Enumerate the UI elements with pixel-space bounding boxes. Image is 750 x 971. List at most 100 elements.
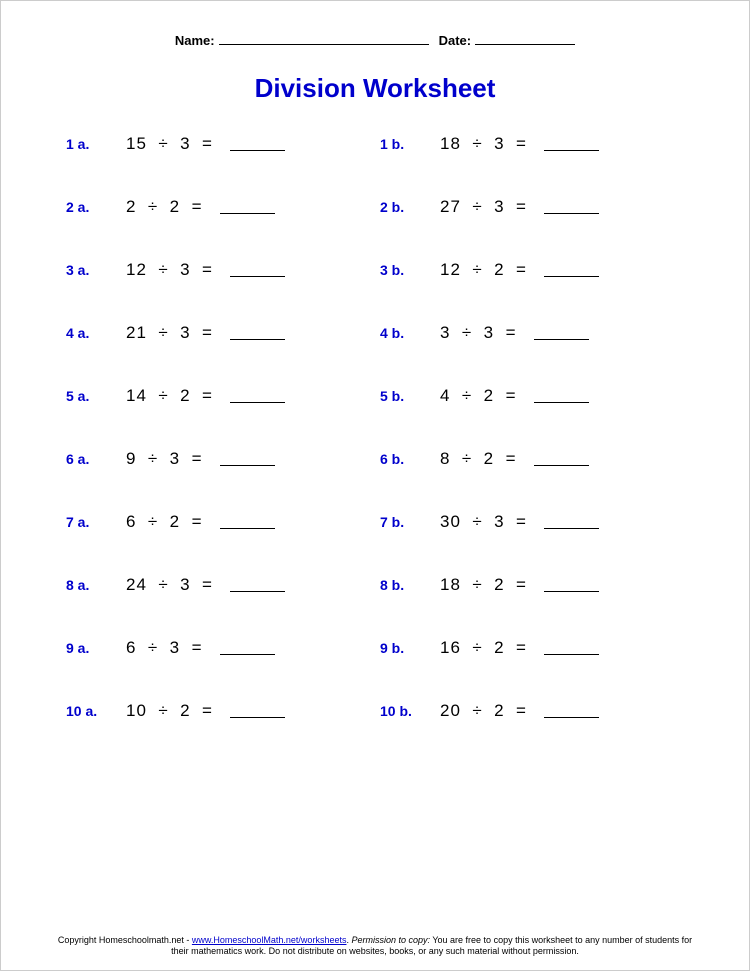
problem-expression: 4 ÷ 2 = [430,386,589,406]
answer-blank[interactable] [534,454,589,466]
problem-expression: 10 ÷ 2 = [116,701,285,721]
answer-blank[interactable] [230,139,285,151]
page-title: Division Worksheet [51,73,699,104]
answer-blank[interactable] [230,265,285,277]
problem-expression: 27 ÷ 3 = [430,197,599,217]
problem-col-a: 2 a.2 ÷ 2 = [61,197,375,217]
problem-col-b: 1 b.18 ÷ 3 = [375,134,689,154]
problem-col-b: 10 b.20 ÷ 2 = [375,701,689,721]
problem-col-b: 4 b.3 ÷ 3 = [375,323,689,343]
problem-label: 9 b. [375,640,430,656]
problem-expression: 15 ÷ 3 = [116,134,285,154]
date-field: Date: [439,31,576,48]
problem-expression: 14 ÷ 2 = [116,386,285,406]
answer-blank[interactable] [544,265,599,277]
footer-text1: Copyright Homeschoolmath.net - [58,935,192,945]
problem-expression: 12 ÷ 3 = [116,260,285,280]
problem-expression: 21 ÷ 3 = [116,323,285,343]
problem-col-a: 10 a.10 ÷ 2 = [61,701,375,721]
footer-italic: Permission to copy: [351,935,430,945]
problem-col-a: 7 a.6 ÷ 2 = [61,512,375,532]
problem-label: 7 b. [375,514,430,530]
problem-row: 4 a.21 ÷ 3 = 4 b.3 ÷ 3 = [61,323,689,343]
problem-label: 5 b. [375,388,430,404]
title-text: Division Worksheet [255,73,496,103]
header: Name: Date: [51,31,699,48]
problem-expression: 3 ÷ 3 = [430,323,589,343]
problem-expression: 20 ÷ 2 = [430,701,599,721]
footer-link[interactable]: www.HomeschoolMath.net/worksheets [192,935,347,945]
problem-row: 8 a.24 ÷ 3 = 8 b.18 ÷ 2 = [61,575,689,595]
answer-blank[interactable] [534,391,589,403]
answer-blank[interactable] [534,328,589,340]
problem-label: 8 b. [375,577,430,593]
name-blank[interactable] [219,31,429,45]
footer: Copyright Homeschoolmath.net - www.Homes… [51,935,699,958]
problem-row: 9 a.6 ÷ 3 = 9 b.16 ÷ 2 = [61,638,689,658]
problem-label: 9 a. [61,640,116,656]
answer-blank[interactable] [230,706,285,718]
problem-expression: 12 ÷ 2 = [430,260,599,280]
problem-expression: 8 ÷ 2 = [430,449,589,469]
problem-expression: 9 ÷ 3 = [116,449,275,469]
problem-row: 3 a.12 ÷ 3 = 3 b.12 ÷ 2 = [61,260,689,280]
answer-blank[interactable] [220,202,275,214]
problem-col-b: 2 b.27 ÷ 3 = [375,197,689,217]
answer-blank[interactable] [544,139,599,151]
answer-blank[interactable] [220,643,275,655]
problem-label: 8 a. [61,577,116,593]
problem-col-b: 7 b.30 ÷ 3 = [375,512,689,532]
date-blank[interactable] [475,31,575,45]
problem-expression: 24 ÷ 3 = [116,575,285,595]
problem-col-a: 8 a.24 ÷ 3 = [61,575,375,595]
problem-col-a: 1 a.15 ÷ 3 = [61,134,375,154]
problem-col-b: 8 b.18 ÷ 2 = [375,575,689,595]
problem-label: 10 a. [61,703,116,719]
problem-col-b: 9 b.16 ÷ 2 = [375,638,689,658]
problem-row: 5 a.14 ÷ 2 = 5 b.4 ÷ 2 = [61,386,689,406]
worksheet-page: Name: Date: Division Worksheet 1 a.15 ÷ … [0,0,750,971]
problem-label: 2 a. [61,199,116,215]
problem-col-a: 4 a.21 ÷ 3 = [61,323,375,343]
answer-blank[interactable] [544,643,599,655]
answer-blank[interactable] [544,580,599,592]
problem-row: 6 a.9 ÷ 3 = 6 b.8 ÷ 2 = [61,449,689,469]
answer-blank[interactable] [220,454,275,466]
problem-label: 1 a. [61,136,116,152]
problem-label: 7 a. [61,514,116,530]
date-label: Date: [439,33,472,48]
problem-expression: 18 ÷ 3 = [430,134,599,154]
name-label: Name: [175,33,215,48]
problem-label: 1 b. [375,136,430,152]
problem-label: 10 b. [375,703,430,719]
problem-label: 6 a. [61,451,116,467]
answer-blank[interactable] [544,517,599,529]
problem-label: 2 b. [375,199,430,215]
problem-col-a: 5 a.14 ÷ 2 = [61,386,375,406]
problem-label: 3 a. [61,262,116,278]
answer-blank[interactable] [230,328,285,340]
problem-expression: 6 ÷ 3 = [116,638,275,658]
problem-row: 7 a.6 ÷ 2 = 7 b.30 ÷ 3 = [61,512,689,532]
answer-blank[interactable] [230,580,285,592]
problem-label: 3 b. [375,262,430,278]
problem-col-b: 6 b.8 ÷ 2 = [375,449,689,469]
problem-expression: 6 ÷ 2 = [116,512,275,532]
answer-blank[interactable] [230,391,285,403]
problem-expression: 30 ÷ 3 = [430,512,599,532]
answer-blank[interactable] [220,517,275,529]
problem-expression: 18 ÷ 2 = [430,575,599,595]
problems-grid: 1 a.15 ÷ 3 = 1 b.18 ÷ 3 = 2 a.2 ÷ 2 = 2 … [51,134,699,721]
problem-label: 4 a. [61,325,116,341]
problem-label: 5 a. [61,388,116,404]
answer-blank[interactable] [544,706,599,718]
problem-col-a: 6 a.9 ÷ 3 = [61,449,375,469]
problem-row: 1 a.15 ÷ 3 = 1 b.18 ÷ 3 = [61,134,689,154]
problem-col-a: 3 a.12 ÷ 3 = [61,260,375,280]
name-field: Name: [175,31,429,48]
problem-row: 2 a.2 ÷ 2 = 2 b.27 ÷ 3 = [61,197,689,217]
problem-row: 10 a.10 ÷ 2 = 10 b.20 ÷ 2 = [61,701,689,721]
answer-blank[interactable] [544,202,599,214]
problem-col-a: 9 a.6 ÷ 3 = [61,638,375,658]
problem-expression: 2 ÷ 2 = [116,197,275,217]
